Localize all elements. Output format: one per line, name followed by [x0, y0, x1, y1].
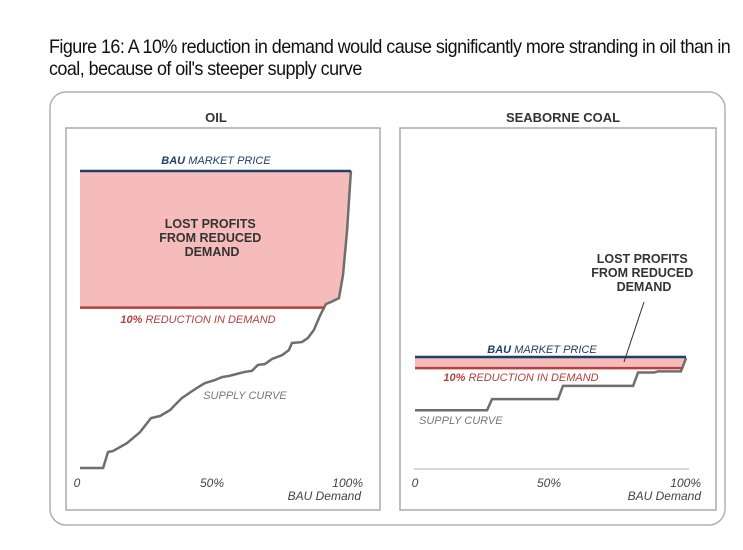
figure-title: Figure 16: A 10% reduction in demand wou…	[49, 36, 731, 80]
oil-supply-curve	[80, 170, 353, 470]
oil-bau-price-label: BAU MARKET PRICE	[161, 155, 271, 167]
coal-lost-profits-area	[415, 357, 687, 369]
coal-x-axis-label: BAU Demand	[628, 489, 702, 503]
oil-panel-frame	[65, 127, 381, 511]
coal-supply-curve	[415, 357, 688, 412]
oil-lost-profits-area	[80, 171, 351, 308]
oil-x-tick-50: 50%	[200, 476, 224, 490]
coal-supply-curve-label: SUPPLY CURVE	[419, 415, 503, 427]
outer-frame	[49, 91, 726, 526]
oil-supply-curve-label: SUPPLY CURVE	[203, 390, 287, 402]
coal-bau-price-label: BAU MARKET PRICE	[487, 344, 597, 356]
oil-lost-profits-label: LOST PROFITS FROM REDUCED DEMAND	[159, 217, 265, 259]
coal-panel: SEABORNE COAL BAU MARKET PRICE 10% REDUC…	[399, 110, 717, 511]
oil-x-axis-label: BAU Demand	[288, 489, 362, 503]
coal-lost-profits-pointer	[623, 301, 645, 363]
oil-panel-title: OIL	[205, 110, 227, 125]
oil-x-tick-0: 0	[74, 476, 81, 490]
oil-panel: OIL BAU MARKET PRICE 10% REDUCTION IN DE…	[65, 110, 381, 511]
oil-x-tick-100: 100%	[332, 476, 363, 490]
coal-panel-frame	[399, 127, 717, 511]
coal-lost-profits-label: LOST PROFITS FROM REDUCED DEMAND	[591, 252, 697, 294]
coal-x-tick-100: 100%	[670, 476, 701, 490]
coal-x-tick-50: 50%	[537, 476, 561, 490]
coal-reduction-label: 10% REDUCTION IN DEMAND	[443, 372, 598, 384]
coal-x-tick-0: 0	[412, 476, 419, 490]
oil-reduction-label: 10% REDUCTION IN DEMAND	[120, 314, 275, 326]
coal-panel-title: SEABORNE COAL	[506, 110, 620, 125]
